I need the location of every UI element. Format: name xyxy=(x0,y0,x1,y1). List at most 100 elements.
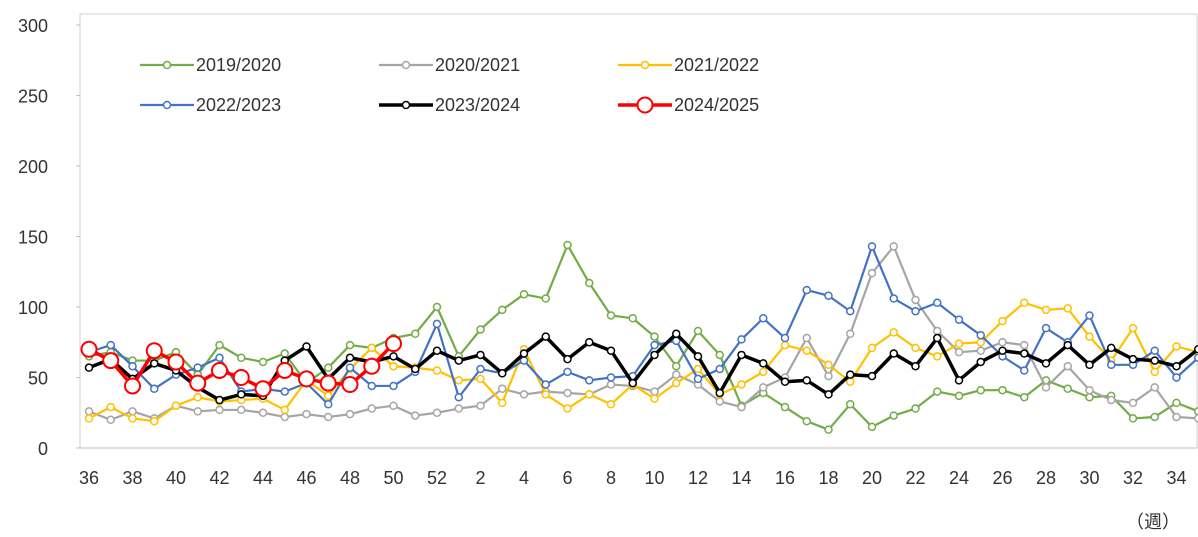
point-marker xyxy=(150,384,159,394)
point-marker xyxy=(976,338,985,347)
point-marker xyxy=(498,398,507,408)
point-marker xyxy=(389,361,398,371)
point-marker xyxy=(128,414,137,423)
point-marker xyxy=(193,392,202,402)
point-marker xyxy=(541,332,550,341)
point-marker xyxy=(84,407,94,416)
point-marker xyxy=(933,326,942,336)
point-marker xyxy=(302,409,311,419)
point-marker xyxy=(1041,323,1051,333)
x-tick-label: 6 xyxy=(562,468,572,488)
point-marker xyxy=(258,357,268,367)
point-marker xyxy=(824,425,833,434)
point-marker xyxy=(254,380,272,398)
point-marker xyxy=(432,408,442,417)
point-marker xyxy=(1085,385,1094,395)
point-marker xyxy=(367,404,376,413)
series-line xyxy=(88,243,1198,431)
point-marker xyxy=(1150,412,1159,422)
point-marker xyxy=(911,295,920,305)
point-marker xyxy=(976,357,985,367)
x-tick-label: 2 xyxy=(475,468,485,488)
point-marker xyxy=(280,387,289,396)
point-marker xyxy=(780,340,790,350)
point-marker xyxy=(476,325,485,334)
point-marker xyxy=(1150,356,1159,365)
y-tick-label: 0 xyxy=(38,439,48,459)
legend-marker xyxy=(640,60,650,70)
point-marker xyxy=(954,391,964,401)
legend-marker xyxy=(401,100,411,110)
point-marker xyxy=(276,361,294,379)
x-tick-label: 28 xyxy=(1036,468,1056,488)
point-marker xyxy=(215,340,224,350)
point-marker xyxy=(541,380,550,389)
point-marker xyxy=(585,376,594,385)
point-marker xyxy=(846,306,855,316)
point-marker xyxy=(1128,398,1138,408)
point-marker xyxy=(519,390,529,399)
point-marker xyxy=(563,354,572,364)
point-marker xyxy=(563,240,572,250)
point-marker xyxy=(193,407,202,416)
point-marker xyxy=(715,397,724,406)
x-tick-label: 10 xyxy=(644,468,664,488)
point-marker xyxy=(933,333,942,343)
point-marker xyxy=(672,329,681,339)
point-marker xyxy=(432,319,442,329)
point-marker xyxy=(476,364,485,374)
point-marker xyxy=(1063,340,1072,350)
point-marker xyxy=(324,412,333,422)
point-marker xyxy=(106,415,115,425)
point-marker xyxy=(976,385,985,395)
point-marker xyxy=(280,412,289,422)
x-tick-label: 20 xyxy=(862,468,882,488)
point-marker xyxy=(1041,359,1051,368)
point-marker xyxy=(672,370,681,379)
point-marker xyxy=(1128,414,1138,423)
point-marker xyxy=(606,346,616,355)
x-tick-label: 36 xyxy=(79,468,99,488)
point-marker xyxy=(802,376,811,385)
legend-label: 2022/2023 xyxy=(196,95,281,115)
x-tick-label: 8 xyxy=(606,468,616,488)
y-tick-label: 200 xyxy=(18,157,48,177)
point-marker xyxy=(454,404,463,413)
legend-marker xyxy=(636,96,654,114)
point-marker xyxy=(454,356,463,365)
point-marker xyxy=(128,407,137,416)
point-marker xyxy=(628,314,637,323)
point-marker xyxy=(1020,392,1029,402)
point-marker xyxy=(933,298,942,308)
point-marker xyxy=(954,315,964,324)
point-marker xyxy=(1194,345,1198,354)
point-marker xyxy=(519,290,529,299)
point-marker xyxy=(84,363,94,372)
point-marker xyxy=(211,361,228,379)
point-marker xyxy=(867,268,877,278)
point-marker xyxy=(889,242,898,251)
point-marker xyxy=(911,404,920,413)
point-marker xyxy=(585,278,594,288)
point-marker xyxy=(889,411,898,420)
point-marker xyxy=(563,388,572,398)
point-marker xyxy=(1107,343,1116,353)
point-marker xyxy=(976,330,985,340)
x-tick-label: 50 xyxy=(383,468,403,488)
point-marker xyxy=(389,401,398,410)
point-marker xyxy=(606,380,616,389)
point-marker xyxy=(215,395,224,405)
point-marker xyxy=(432,346,442,355)
point-marker xyxy=(780,377,790,386)
point-marker xyxy=(324,363,333,372)
point-marker xyxy=(385,335,402,353)
legend-label: 2024/2025 xyxy=(674,95,759,115)
point-marker xyxy=(1020,349,1029,358)
point-marker xyxy=(954,347,964,357)
point-marker xyxy=(1107,395,1116,405)
point-marker xyxy=(1020,298,1029,308)
point-marker xyxy=(498,369,507,378)
point-marker xyxy=(998,385,1007,395)
point-marker xyxy=(628,378,637,388)
